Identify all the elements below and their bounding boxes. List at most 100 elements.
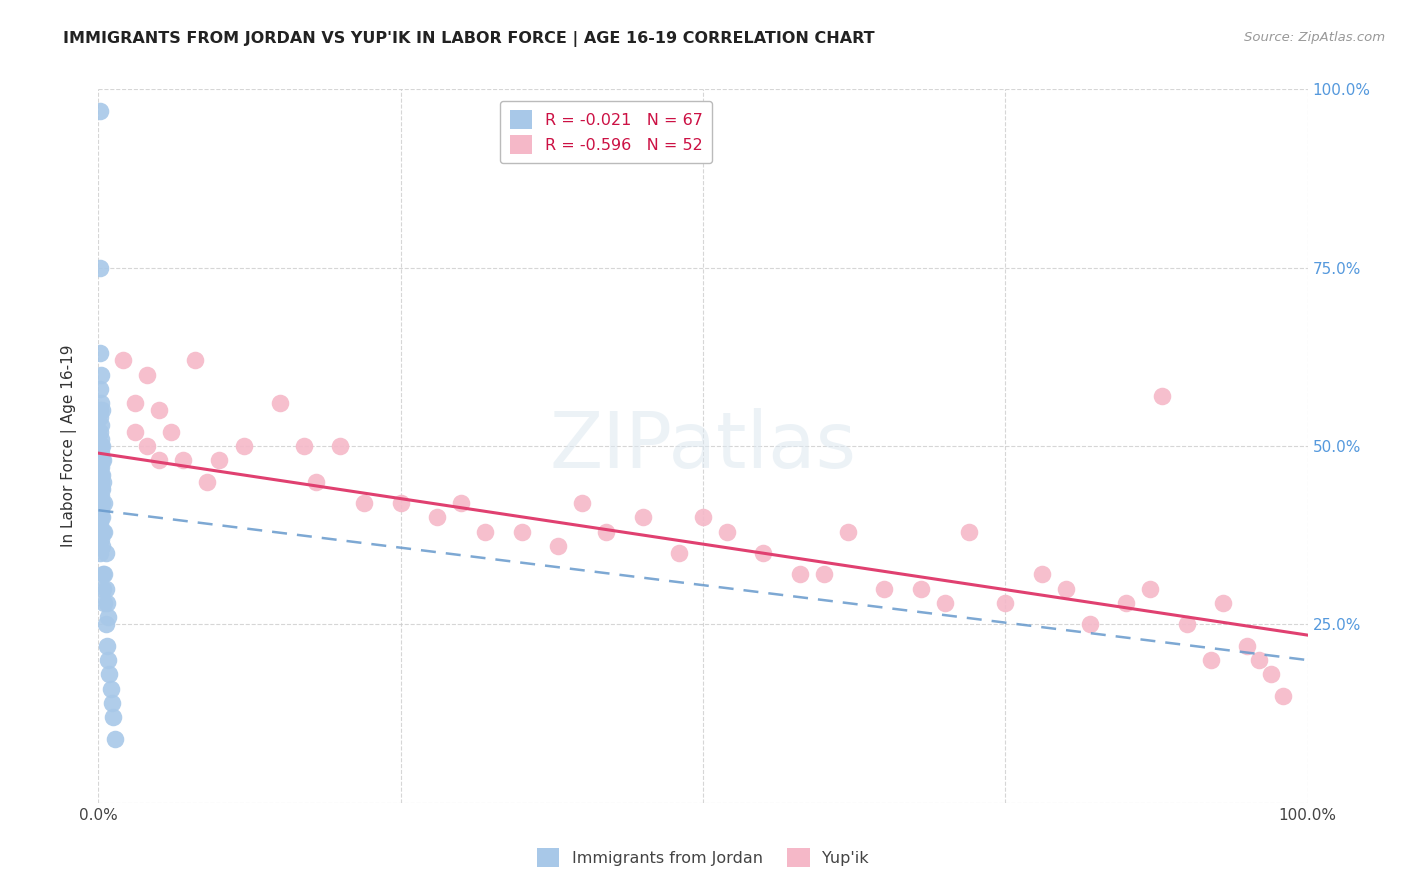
Point [91,510,114,524]
Point [510,524,533,539]
Point [89,467,111,482]
Point [93,496,115,510]
Point [994,596,1017,610]
Point [98,667,121,681]
Point [100,696,122,710]
Point [426,510,449,524]
Point [89,496,111,510]
Point [813,567,835,582]
Point [89,510,111,524]
Point [789,567,811,582]
Point [91,582,114,596]
Legend: R = -0.021   N = 67, R = -0.596   N = 52: R = -0.021 N = 67, R = -0.596 N = 52 [501,101,713,163]
Y-axis label: In Labor Force | Age 16-19: In Labor Force | Age 16-19 [60,344,77,548]
Point [94,582,117,596]
Point [89,439,111,453]
Point [91,439,114,453]
Point [1199,653,1222,667]
Point [91,539,114,553]
Point [692,510,714,524]
Point [94,617,117,632]
Point [90,482,112,496]
Point [96,639,118,653]
Point [91,524,114,539]
Legend: Immigrants from Jordan, Yup'ik: Immigrants from Jordan, Yup'ik [530,842,876,873]
Point [89,524,111,539]
Point [89,260,111,275]
Point [97,653,120,667]
Point [89,382,111,396]
Point [97,610,120,624]
Point [1115,596,1137,610]
Point [450,496,472,510]
Point [1031,567,1053,582]
Point [329,439,352,453]
Point [90,439,112,453]
Point [716,524,738,539]
Point [1249,653,1271,667]
Point [595,524,617,539]
Point [90,432,112,446]
Point [547,539,569,553]
Point [1272,689,1295,703]
Point [89,403,111,417]
Point [1078,617,1101,632]
Point [292,439,315,453]
Point [1236,639,1258,653]
Point [1212,596,1234,610]
Point [90,503,112,517]
Point [89,460,111,475]
Point [135,368,157,382]
Point [91,403,114,417]
Point [91,475,114,489]
Point [90,453,112,467]
Point [91,453,114,467]
Point [631,510,654,524]
Point [148,453,170,467]
Point [90,496,112,510]
Point [474,524,496,539]
Point [101,710,124,724]
Point [90,510,112,524]
Point [96,596,118,610]
Point [89,482,111,496]
Text: IMMIGRANTS FROM JORDAN VS YUP'IK IN LABOR FORCE | AGE 16-19 CORRELATION CHART: IMMIGRANTS FROM JORDAN VS YUP'IK IN LABO… [63,31,875,47]
Point [91,496,114,510]
Point [305,475,328,489]
Point [89,346,111,360]
Point [269,396,291,410]
Point [89,475,111,489]
Point [89,410,111,425]
Point [160,425,183,439]
Point [571,496,593,510]
Point [195,475,218,489]
Point [94,546,117,560]
Text: Source: ZipAtlas.com: Source: ZipAtlas.com [1244,31,1385,45]
Point [90,368,112,382]
Point [1054,582,1077,596]
Point [91,524,114,539]
Point [837,524,859,539]
Point [208,453,231,467]
Point [124,396,146,410]
Point [90,446,112,460]
Point [389,496,412,510]
Point [910,582,932,596]
Point [172,453,194,467]
Point [1152,389,1174,403]
Point [135,439,157,453]
Point [90,467,112,482]
Point [90,489,112,503]
Point [111,353,134,368]
Point [104,731,127,746]
Point [934,596,956,610]
Point [752,546,775,560]
Point [90,460,112,475]
Point [93,524,115,539]
Point [124,425,146,439]
Point [148,403,170,417]
Point [91,567,114,582]
Point [89,425,111,439]
Point [1175,617,1198,632]
Point [93,567,115,582]
